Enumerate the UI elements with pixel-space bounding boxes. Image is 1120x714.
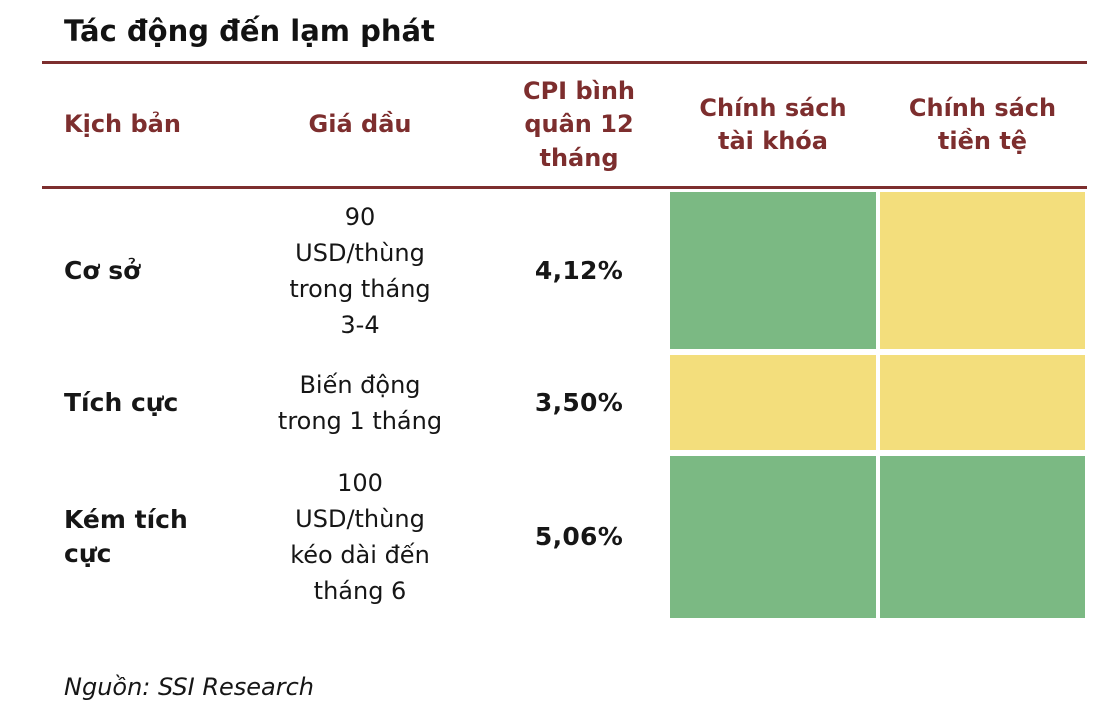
- cpi-value-cell: 3,50%: [534, 387, 624, 417]
- page-title: Tác động đến lạm phát: [64, 14, 435, 48]
- monetary-policy-cell: [880, 456, 1085, 618]
- cpi-value-cell: 5,06%: [534, 522, 624, 552]
- oil-price-cell: Biến động trong 1 tháng: [277, 370, 443, 435]
- cpi-value-cell: 4,12%: [534, 255, 624, 285]
- table-body: Cơ sở 90 USD/thùng trong tháng 3-4 4,12%…: [42, 189, 1087, 621]
- monetary-policy-cell: [880, 192, 1085, 349]
- table-header-row: Kịch bản Giá dầu CPI bình quân 12 tháng …: [42, 64, 1087, 186]
- column-header-fiscal-policy: Chính sách tài khóa: [699, 93, 847, 155]
- scenario-cell: Kém tích cực: [64, 505, 188, 568]
- oil-price-cell: 100 USD/thùng kéo dài đến tháng 6: [290, 469, 430, 605]
- top-divider: [42, 61, 1087, 64]
- source-note: Nguồn: SSI Research: [64, 673, 315, 701]
- scenario-cell: Cơ sở: [64, 255, 141, 285]
- column-header-cpi: CPI bình quân 12 tháng: [522, 77, 636, 172]
- header-divider: [42, 186, 1087, 189]
- oil-price-cell: 90 USD/thùng trong tháng 3-4: [289, 202, 431, 339]
- fiscal-policy-cell: [670, 355, 876, 450]
- column-header-scenario: Kịch bản: [64, 110, 181, 139]
- column-header-monetary-policy: Chính sách tiền tệ: [908, 93, 1057, 155]
- scenario-cell: Tích cực: [64, 387, 179, 417]
- fiscal-policy-cell: [670, 192, 876, 349]
- monetary-policy-cell: [880, 355, 1085, 450]
- column-header-oil-price: Giá dầu: [308, 110, 412, 139]
- fiscal-policy-cell: [670, 456, 876, 618]
